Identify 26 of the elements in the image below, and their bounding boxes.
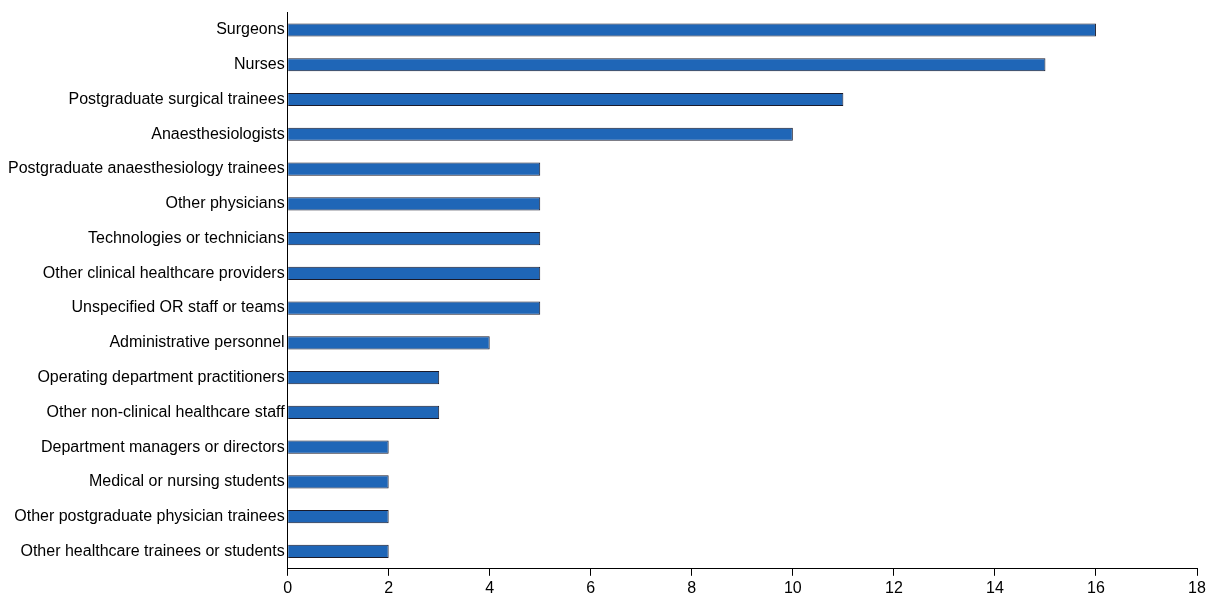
- x-tick-label: 10: [783, 578, 802, 596]
- y-tick-label: Other healthcare trainees or students: [20, 541, 285, 559]
- x-tick-label: 2: [384, 578, 394, 596]
- y-tick-label: Postgraduate surgical trainees: [68, 89, 285, 107]
- y-tick-label: Postgraduate anaesthesiology trainees: [7, 159, 285, 177]
- y-tick-label: Operating department practitioners: [37, 368, 285, 386]
- y-tick-label: Technologies or technicians: [88, 228, 285, 246]
- x-tick-label: 0: [283, 578, 293, 596]
- y-tick-label: Other physicians: [165, 194, 285, 212]
- y-tick-label: Unspecified OR staff or teams: [71, 298, 285, 316]
- y-tick-label: Administrative personnel: [109, 333, 285, 351]
- y-tick-label: Nurses: [233, 55, 285, 73]
- y-tick-label: Other clinical healthcare providers: [42, 263, 285, 281]
- y-tick-label: Medical or nursing students: [88, 472, 285, 490]
- x-tick-label: 12: [884, 578, 903, 596]
- x-tick-label: 4: [485, 578, 495, 596]
- x-tick-label: 6: [586, 578, 596, 596]
- x-tick-label: 8: [687, 578, 697, 596]
- y-tick-label: Surgeons: [216, 20, 285, 38]
- y-tick-label: Department managers or directors: [40, 437, 285, 455]
- x-tick-label: 14: [986, 578, 1004, 596]
- y-tick-label: Other non-clinical healthcare staff: [46, 402, 286, 420]
- y-tick-label: Other postgraduate physician trainees: [14, 507, 285, 525]
- y-tick-label: Anaesthesiologists: [151, 124, 285, 142]
- x-tick-label: 18: [1188, 578, 1206, 596]
- x-tick-label: 16: [1087, 578, 1105, 596]
